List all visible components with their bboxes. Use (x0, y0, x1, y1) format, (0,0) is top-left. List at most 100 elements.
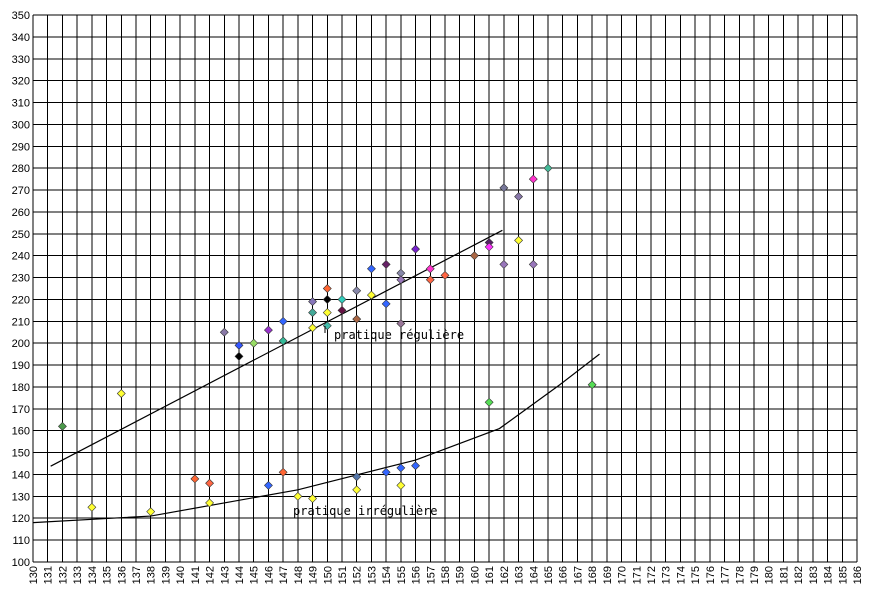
data-point (352, 286, 362, 296)
x-tick-label: 146 (263, 566, 275, 584)
x-tick-label: 139 (160, 566, 172, 584)
x-tick-label: 171 (631, 566, 643, 584)
y-tick-label: 160 (12, 426, 30, 438)
data-point (337, 295, 347, 304)
data-point (219, 327, 229, 337)
data-point (367, 264, 376, 274)
x-tick-label: 135 (102, 566, 114, 584)
x-tick-label: 178 (734, 566, 746, 584)
x-tick-label: 136 (116, 566, 128, 584)
data-point (484, 397, 494, 407)
data-point (190, 474, 200, 484)
data-point (381, 299, 391, 309)
x-tick-label: 159 (455, 566, 467, 584)
data-point (205, 498, 214, 508)
x-tick-label: 152 (352, 566, 364, 584)
data-point (396, 319, 406, 328)
x-tick-label: 147 (278, 566, 290, 584)
data-point (308, 297, 317, 307)
data-point (87, 502, 97, 512)
data-point (352, 314, 362, 324)
x-tick-label: 156 (411, 566, 423, 584)
x-tick-label: 154 (381, 566, 393, 584)
x-tick-label: 175 (690, 566, 702, 584)
data-point (322, 295, 332, 304)
data-point (249, 338, 259, 348)
x-tick-label: 134 (87, 566, 99, 584)
y-tick-label: 270 (12, 185, 30, 197)
x-tick-label: 161 (484, 566, 496, 584)
y-tick-label: 170 (12, 404, 30, 416)
x-tick-label: 153 (366, 566, 378, 584)
x-tick-label: 142 (205, 566, 217, 584)
x-tick-label: 155 (396, 566, 408, 584)
y-tick-label: 240 (12, 251, 30, 263)
x-tick-label: 165 (543, 566, 555, 584)
y-tick-label: 120 (12, 513, 30, 525)
data-point (411, 461, 420, 471)
y-tick-label: 350 (12, 10, 30, 22)
y-tick-label: 230 (12, 273, 30, 285)
x-tick-label: 130 (28, 566, 40, 584)
x-tick-label: 163 (514, 566, 526, 584)
x-tick-label: 173 (661, 566, 673, 584)
y-tick-label: 200 (12, 338, 30, 350)
x-tick-label: 162 (499, 566, 511, 584)
y-tick-label: 290 (12, 141, 30, 153)
x-tick-label: 170 (617, 566, 629, 584)
data-point (484, 242, 494, 252)
data-point (381, 260, 391, 269)
data-point (367, 290, 376, 300)
x-tick-label: 140 (175, 566, 187, 584)
data-point (470, 251, 479, 261)
data-point (234, 340, 244, 350)
data-point (264, 480, 273, 490)
data-point (278, 467, 288, 477)
data-point (381, 467, 391, 477)
y-tick-label: 280 (12, 163, 30, 175)
data-point (146, 507, 156, 517)
y-tick-label: 330 (12, 54, 30, 66)
annotation: pratique régulière (334, 328, 464, 342)
x-tick-label: 179 (749, 566, 761, 584)
data-point (205, 478, 214, 488)
data-point (337, 305, 347, 315)
data-point (499, 183, 509, 193)
y-tick-label: 260 (12, 207, 30, 219)
x-tick-label: 186 (852, 566, 864, 584)
data-point (514, 192, 523, 202)
x-tick-label: 177 (720, 566, 732, 584)
x-tick-label: 137 (131, 566, 143, 584)
annotation: pratique irrégulière (293, 504, 438, 518)
x-tick-label: 150 (322, 566, 334, 584)
x-tick-label: 180 (764, 566, 776, 584)
x-tick-label: 148 (293, 566, 305, 584)
y-tick-label: 190 (12, 360, 30, 372)
y-tick-label: 300 (12, 119, 30, 131)
y-tick-label: 320 (12, 76, 30, 88)
x-tick-label: 133 (72, 566, 84, 584)
x-tick-label: 168 (587, 566, 599, 584)
y-tick-label: 310 (12, 98, 30, 110)
data-point (425, 275, 435, 285)
x-tick-label: 181 (778, 566, 790, 584)
y-tick-label: 220 (12, 294, 30, 306)
x-tick-label: 132 (57, 566, 69, 584)
data-point (234, 351, 244, 361)
data-point (587, 380, 597, 390)
data-point (293, 491, 303, 501)
x-tick-label: 185 (837, 566, 849, 584)
data-point (396, 480, 406, 490)
data-point (308, 308, 317, 317)
data-point (528, 174, 538, 184)
x-tick-label: 145 (249, 566, 261, 584)
data-point (278, 336, 288, 346)
x-tick-label: 141 (190, 566, 202, 584)
data-point (264, 325, 273, 335)
y-tick-label: 140 (12, 469, 30, 481)
y-tick-label: 130 (12, 491, 30, 503)
data-point (396, 275, 406, 285)
data-point (352, 472, 362, 482)
